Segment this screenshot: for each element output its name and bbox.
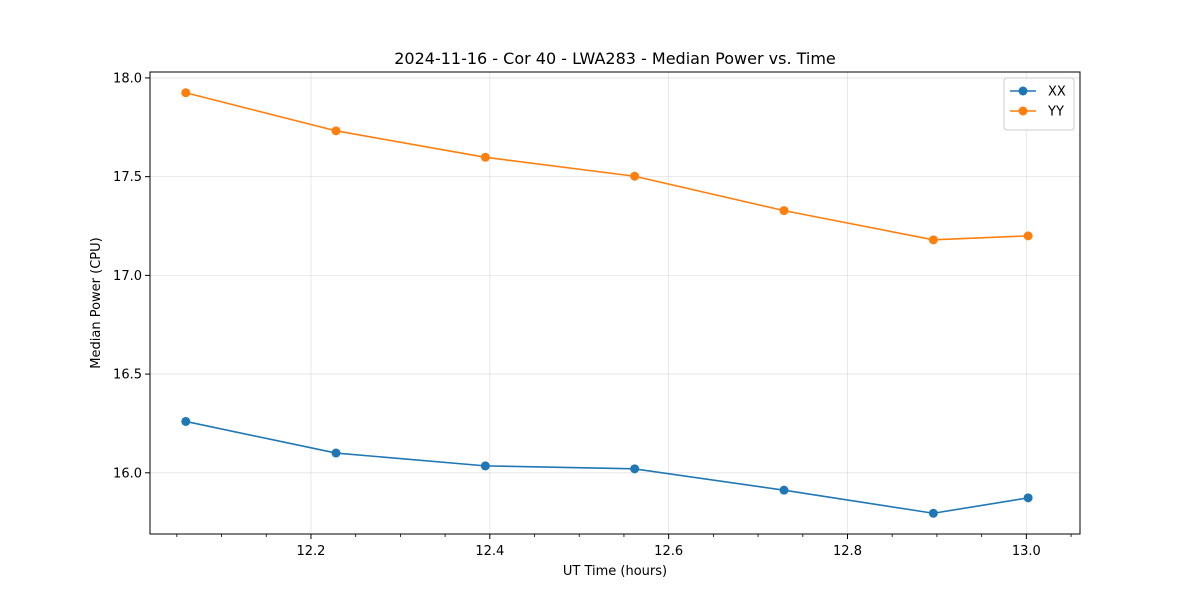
series-yy-line <box>185 91 1029 241</box>
y-tick-label: 16.0 <box>113 466 142 481</box>
series-yy-point <box>331 126 341 136</box>
series-yy-point <box>1023 231 1033 241</box>
series-xx-point <box>331 448 341 458</box>
x-axis-label: UT Time (hours) <box>563 564 667 579</box>
x-tick-label: 12.8 <box>833 544 862 559</box>
series-xx-point <box>1023 493 1033 503</box>
legend-xx-label: XX <box>1048 85 1066 100</box>
y-tick-label: 16.5 <box>113 368 142 383</box>
x-tick-label: 12.4 <box>475 544 504 559</box>
y-tick-label: 17.5 <box>113 170 142 185</box>
series-yy-point <box>181 88 191 98</box>
chart-title: 2024-11-16 - Cor 40 - LWA283 - Median Po… <box>394 49 836 68</box>
series-yy-point <box>630 171 640 181</box>
legend-yy-marker <box>1018 106 1028 116</box>
series-xx-line <box>185 420 1029 515</box>
series-xx-point <box>181 416 191 426</box>
y-tick-label: 18.0 <box>113 71 142 86</box>
x-tick-label: 12.2 <box>296 544 325 559</box>
series-xx-point <box>480 461 490 471</box>
x-tick-label: 13.0 <box>1012 544 1041 559</box>
plot-frame <box>149 71 1081 535</box>
legend: XX YY <box>1003 77 1075 131</box>
legend-xx-marker <box>1018 86 1028 96</box>
series-yy-point <box>779 206 789 216</box>
x-tick-label: 12.6 <box>654 544 683 559</box>
ticks-layer: 12.2 12.4 12.6 12.8 13.0 16.0 16.5 17.0 17.5 18.0 <box>113 71 1072 559</box>
series-yy-point <box>480 152 490 162</box>
y-axis-label: Median Power (CPU) <box>89 237 104 368</box>
series-xx-point <box>928 508 938 518</box>
series-xx-point <box>779 485 789 495</box>
series-layer <box>181 88 1033 518</box>
series-xx-point <box>630 464 640 474</box>
grid-layer <box>150 72 1080 534</box>
y-tick-label: 17.0 <box>113 269 142 284</box>
legend-yy-label: YY <box>1047 105 1064 120</box>
series-yy-point <box>928 235 938 245</box>
